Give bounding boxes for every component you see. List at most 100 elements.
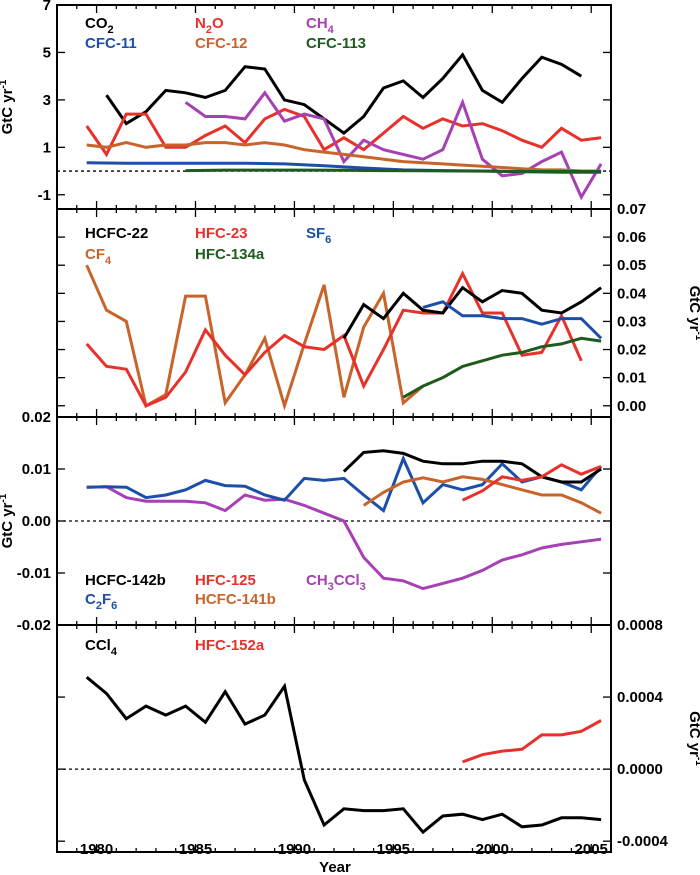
y-tick-label: 1 (43, 139, 51, 156)
panel-3-hcfc142b-group: -0.02 -0.01 0.00 0.01 0.02 GtC yr-1 HCFC-142b H… (0, 409, 612, 634)
legend-text-part: HCFC-141b (195, 591, 276, 608)
y-tick-label: -0.0004 (617, 833, 669, 850)
y-axis-label-text: GtC yr (686, 286, 700, 332)
series-line-co2 (105, 52, 583, 135)
legend-text-part: CFC-12 (195, 35, 248, 52)
y-axis-label: GtC yr-1 (686, 286, 700, 341)
legend-text-part: HFC-134a (195, 246, 265, 263)
y-tick-label: 0.02 (617, 342, 646, 359)
y-axis-label-superscript: -1 (0, 493, 9, 502)
series-line-hfc-125 (461, 463, 602, 502)
legend-text-part: CFC-11 (85, 35, 137, 52)
series-line-hfc-23 (85, 270, 583, 408)
y-tick-label: -1 (38, 187, 51, 204)
legend-text-part: 2 (108, 24, 114, 36)
y-tick-label: 0.01 (617, 370, 646, 387)
panel-4-ccl4-group: -0.0004 0.0000 0.0004 0.0008 GtC yr-1 CCl4 HFC… (56, 617, 700, 853)
series-line-c2f6 (86, 454, 603, 514)
legend-cfc-113: CFC-113 (306, 35, 366, 52)
legend-text-part: O (212, 15, 224, 32)
legend-c2f6: C2F6 (85, 591, 117, 612)
y-tick-label: 0.0008 (617, 617, 663, 634)
x-tick-label: 2000 (476, 841, 509, 858)
y-axis-label-superscript: -1 (0, 79, 9, 88)
legend-n2o: N2O (195, 15, 224, 36)
legend-text-part: CO (85, 15, 108, 32)
series-line-cfc-113 (185, 168, 602, 173)
y-tick-label: 0.02 (22, 409, 51, 426)
y-tick-label: 0.01 (22, 461, 51, 478)
series-line-ccl4 (85, 676, 602, 835)
legend-text-part: 6 (325, 234, 331, 246)
x-tick-label: 1985 (179, 841, 212, 858)
y-axis-label-text: GtC yr (0, 88, 16, 134)
y-axis-label: GtC yr-1 (686, 711, 700, 766)
series-line-hcfc-141b (362, 475, 602, 515)
legend-hfc-23: HFC-23 (195, 225, 248, 242)
legend-text-part: 3 (328, 581, 334, 593)
legend-text-part: HFC-152a (195, 637, 265, 654)
legend-text-part: 4 (328, 24, 335, 36)
legend-co2: CO2 (85, 15, 114, 36)
legend-hcfc-22: HCFC-22 (85, 225, 148, 242)
series-line-hfc-134a (402, 336, 602, 399)
y-tick-label: 0.06 (617, 229, 646, 246)
y-tick-label: 0.0004 (617, 689, 664, 706)
series-line-hcfc-22 (342, 285, 602, 340)
y-tick-label: 0.03 (617, 313, 646, 330)
panel-2-hcfc22-group: 0.00 0.01 0.02 0.03 0.04 0.05 0.06 0.07 GtC yr-1… (56, 201, 700, 418)
legend-hfc-125: HFC-125 (195, 572, 256, 589)
legend-text-part: 4 (105, 255, 112, 267)
y-axis-label: GtC yr-1 (0, 493, 16, 548)
legend-text-part: 2 (96, 600, 102, 612)
legend-hfc-134a: HFC-134a (195, 246, 265, 263)
legend-sf6: SF6 (306, 225, 331, 246)
legend-ch4: CH4 (306, 15, 335, 36)
legend-text-part: CF (85, 246, 105, 263)
series-line-ch4 (184, 90, 603, 201)
legend-text-part: CCl (334, 572, 360, 589)
y-tick-label: 0.00 (22, 513, 51, 530)
y-axis-label: GtC yr-1 (0, 79, 16, 134)
legend-text-part: 2 (206, 24, 212, 36)
legend-text-part: SF (306, 225, 325, 242)
legend-hcfc-141b: HCFC-141b (195, 591, 276, 608)
y-tick-label: 0.05 (617, 257, 646, 274)
legend-text-part: CH (306, 572, 328, 589)
y-axis-label-superscript: -1 (693, 331, 700, 340)
legend-text-part: CFC-113 (306, 35, 366, 52)
legend-hfc-152a: HFC-152a (195, 637, 265, 654)
legend-cfc-11: CFC-11 (85, 35, 137, 52)
legend-text-part: CCl (85, 637, 111, 654)
legend-text-part: 4 (111, 646, 118, 658)
series-line-cf4 (85, 264, 424, 411)
legend-ch3ccl3: CH3CCl3 (306, 572, 366, 593)
legend-ccl4: CCl4 (85, 637, 118, 658)
legend-text-part: N (195, 15, 206, 32)
y-tick-label: 7 (43, 0, 51, 14)
x-tick-label: 1980 (80, 841, 113, 858)
y-axis-label-superscript: -1 (693, 757, 700, 766)
legend-text-part: C (85, 591, 96, 608)
x-axis-label: Year (319, 859, 351, 875)
legend-text-part: HFC-23 (195, 225, 248, 242)
series-line-n2o (85, 107, 602, 158)
series-line-ch3ccl3 (86, 485, 602, 591)
series-line-hcfc-142b (342, 449, 602, 484)
legend-text-part: 6 (111, 600, 117, 612)
legend-text-part: HCFC-142b (85, 572, 166, 589)
legend-text-part: 3 (360, 581, 366, 593)
y-tick-label: 0.0000 (617, 761, 663, 778)
y-tick-label: 3 (43, 92, 51, 109)
legend-hcfc-142b: HCFC-142b (85, 572, 166, 589)
y-tick-label: 0.00 (617, 398, 646, 415)
y-tick-label: -0.02 (17, 617, 51, 634)
legend-text-part: HCFC-22 (85, 225, 148, 242)
x-tick-label: 1995 (377, 841, 410, 858)
x-tick-label: 1990 (278, 841, 311, 858)
y-tick-label: 0.04 (617, 285, 647, 302)
legend-text-part: HFC-125 (195, 572, 256, 589)
legend-text-part: F (102, 591, 111, 608)
